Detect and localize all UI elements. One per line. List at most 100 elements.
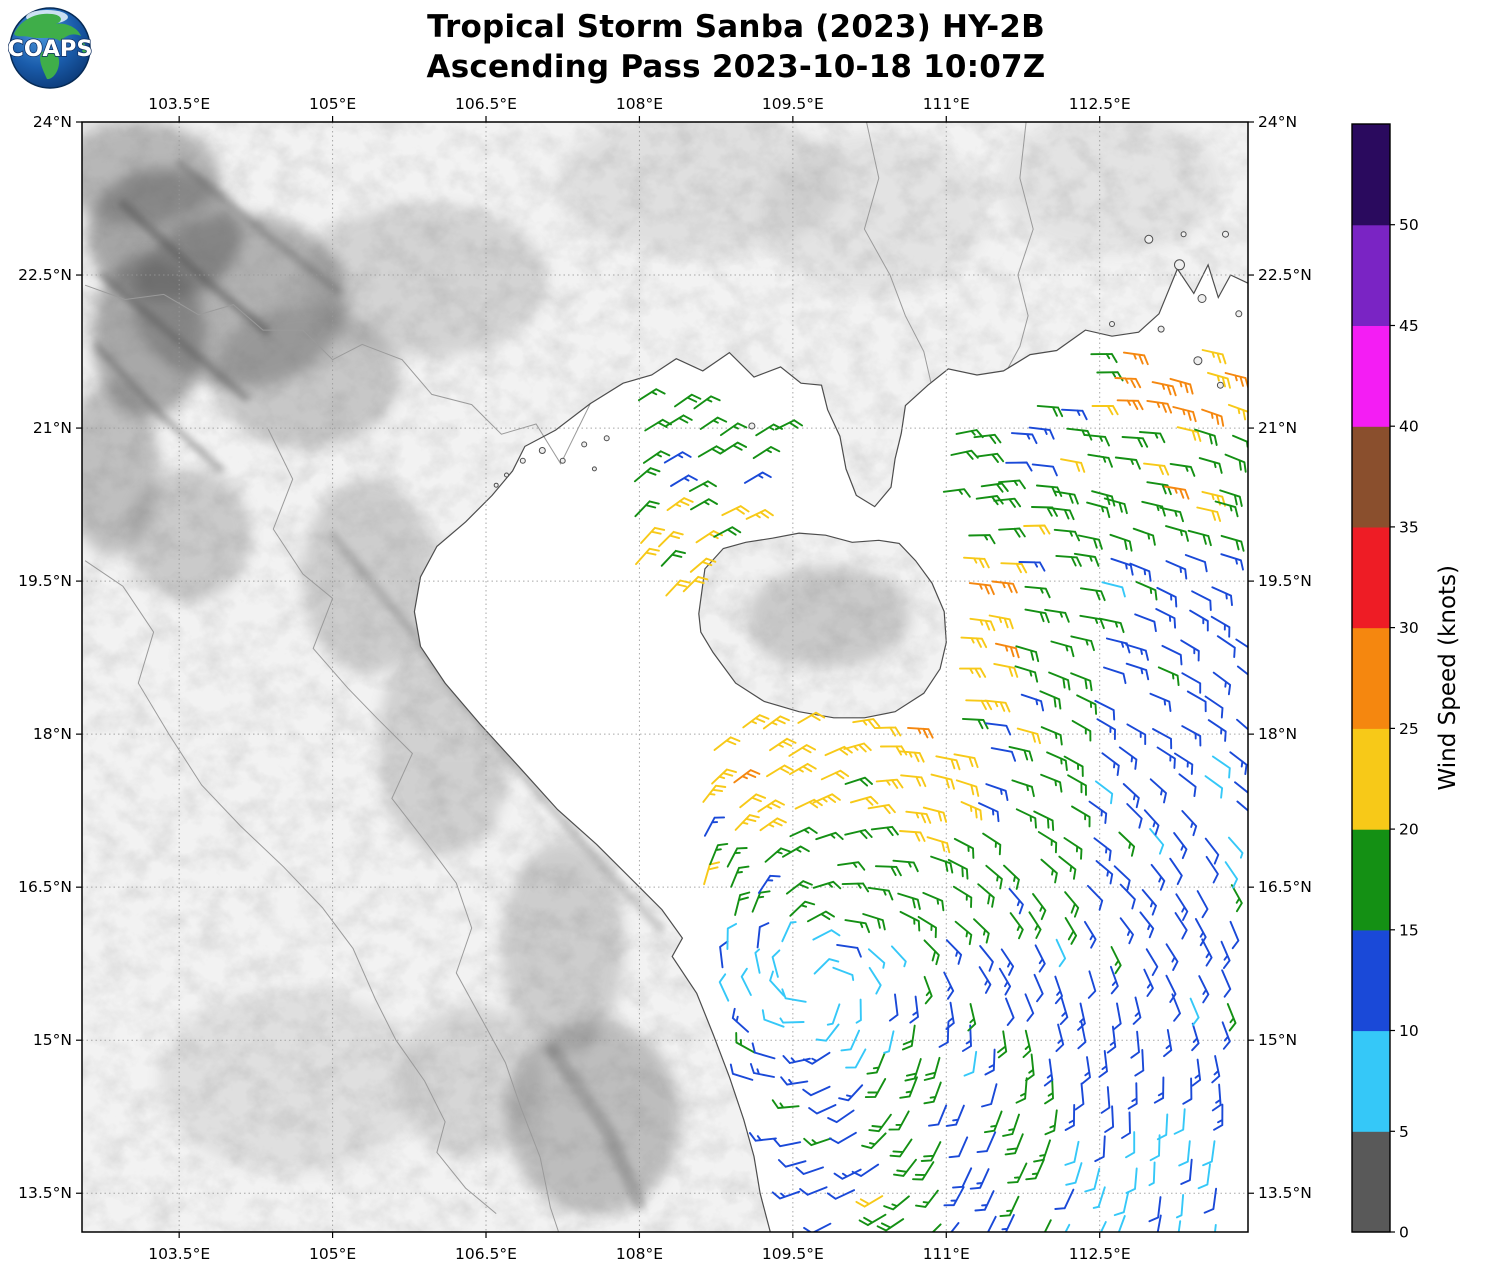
wind-barb [802, 1051, 831, 1065]
wind-barb [1156, 586, 1178, 608]
wind-barb [771, 1099, 800, 1109]
wind-barb [1181, 810, 1198, 837]
wind-barb [923, 975, 933, 1005]
wind-barb [1229, 920, 1240, 950]
wind-barb [1096, 371, 1124, 382]
colorbar-segment [1352, 426, 1390, 528]
wind-barb [797, 711, 826, 724]
wind-barb [1149, 778, 1167, 804]
wind-barb [742, 714, 770, 729]
wind-barb [1181, 672, 1202, 694]
wind-barb [762, 715, 790, 730]
wind-barb [1060, 458, 1086, 473]
wind-barb [864, 1078, 887, 1099]
wind-barb [795, 1166, 824, 1175]
wind-barb [1234, 781, 1248, 794]
wind-barb [1024, 993, 1035, 1022]
wind-barb [1119, 917, 1134, 945]
colorbar-title: Wind Speed (knots) [1428, 124, 1468, 1232]
wind-barb [930, 855, 954, 874]
wind-barb [955, 779, 980, 797]
wind-barb [899, 830, 926, 842]
wind-barb [976, 452, 1005, 463]
wind-barb [1100, 1086, 1111, 1114]
wind-barb [1103, 497, 1128, 515]
wind-barb [953, 753, 979, 769]
coaps-globe-icon: COAPS [7, 7, 93, 89]
wind-barb [785, 880, 813, 895]
wind-barb [713, 526, 742, 538]
wind-barb [782, 1055, 811, 1064]
colorbar-title-text: Wind Speed (knots) [1435, 565, 1461, 791]
wind-barb [1073, 552, 1100, 567]
wind-barb [997, 1030, 1008, 1059]
wind-barb [1156, 1113, 1169, 1141]
wind-barb [1077, 1002, 1086, 1031]
lat-tick-label-right: 13.5°N [1258, 1184, 1312, 1202]
wind-barb [907, 726, 934, 739]
wind-barb [1093, 837, 1112, 862]
wind-barb [986, 1215, 997, 1232]
wind-barb [1095, 860, 1114, 885]
wind-barb [781, 921, 797, 943]
colorbar-segment [1352, 728, 1390, 830]
wind-barb [1083, 433, 1110, 447]
wind-barb [1169, 462, 1196, 477]
wind-barb [759, 817, 787, 832]
wind-barb [1104, 1105, 1115, 1133]
lon-tick-label-top: 106.5°E [455, 95, 517, 113]
wind-barb [1180, 1158, 1193, 1185]
wind-barb [1165, 974, 1177, 1003]
wind-barb [1091, 490, 1116, 507]
wind-barb [1227, 403, 1248, 421]
wind-barb [1126, 803, 1143, 829]
wind-barb [1134, 1049, 1145, 1077]
terrain-blob [158, 989, 425, 1173]
wind-barb [1117, 1215, 1126, 1232]
wind-barb [815, 1023, 840, 1042]
wind-barb [915, 1189, 939, 1208]
mountain-ridge [93, 342, 224, 473]
wind-barb [789, 900, 816, 917]
wind-barb [1009, 912, 1024, 940]
mountain-ridge [175, 158, 342, 295]
coaps-logo-text: COAPS [8, 36, 92, 62]
lon-tick-label-bottom: 108°E [616, 1245, 663, 1263]
globe-landmass-east [81, 42, 87, 57]
terrain-shading [82, 122, 1248, 1232]
lon-tick-label-bottom: 106.5°E [455, 1245, 517, 1263]
wind-barb [1118, 831, 1136, 857]
wind-barb [1035, 484, 1063, 497]
wind-barb [1236, 665, 1248, 676]
wind-barb [861, 1132, 887, 1150]
wind-barb [1201, 938, 1213, 967]
wind-barb [1087, 453, 1113, 468]
wind-barb [757, 799, 785, 813]
wind-barb [1008, 745, 1034, 762]
wind-barb [703, 861, 721, 886]
wind-barb [1025, 1158, 1045, 1181]
wind-barb [703, 816, 726, 837]
terrain-blob [746, 565, 911, 668]
wind-barb [1149, 692, 1172, 712]
wind-barb [976, 1131, 997, 1154]
wind-barb [1065, 1162, 1083, 1186]
wind-barb [985, 722, 1012, 736]
wind-barb [892, 859, 919, 873]
wind-barb [1220, 940, 1231, 970]
wind-barb [998, 527, 1026, 538]
lat-tick-label-left: 21°N [33, 419, 72, 437]
wind-barb [1016, 727, 1041, 745]
wind-barb [960, 801, 983, 821]
wind-barb [1132, 996, 1142, 1025]
colorbar-segment [1352, 1131, 1390, 1233]
wind-barb [1099, 617, 1125, 634]
wind-barb [836, 943, 862, 958]
wind-barb [954, 920, 973, 946]
wind-barb [1101, 581, 1126, 598]
wind-barb [808, 1104, 837, 1115]
wind-barb [985, 783, 1009, 802]
wind-barb [1163, 485, 1190, 500]
wind-barb [1094, 780, 1114, 805]
wind-barb [1204, 695, 1224, 719]
